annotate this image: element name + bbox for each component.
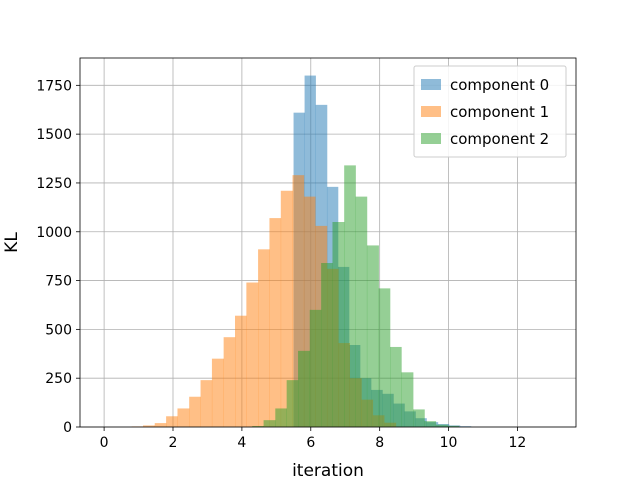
y-tick-label: 250 bbox=[45, 371, 72, 387]
x-tick-label: 12 bbox=[509, 435, 527, 451]
legend-box bbox=[413, 65, 567, 158]
y-tick-label: 500 bbox=[45, 322, 72, 338]
histogram-bar-component-1 bbox=[292, 175, 305, 427]
histogram-bar-component-1 bbox=[235, 315, 247, 427]
histogram-bar-component-1 bbox=[258, 249, 270, 427]
histogram-bar-component-2 bbox=[435, 424, 448, 427]
legend-label: component 2 bbox=[450, 130, 549, 148]
histogram-bar-component-1 bbox=[143, 425, 156, 427]
histogram-bar-component-1 bbox=[223, 337, 236, 427]
histogram-bar-component-1 bbox=[269, 218, 282, 427]
y-tick-label: 1250 bbox=[36, 176, 72, 192]
axis-ticks: 0 2 4 6 8 10 12 0 250 500 750 1000 1250 1500 1750 bbox=[36, 78, 526, 451]
histogram-bar-component-2 bbox=[424, 421, 437, 427]
y-tick-label: 1500 bbox=[36, 127, 72, 143]
x-tick-label: 2 bbox=[169, 435, 178, 451]
x-tick-label: 6 bbox=[306, 435, 315, 451]
histogram-bar-component-1 bbox=[280, 190, 293, 427]
legend: component 0 component 1 component 2 bbox=[413, 65, 567, 158]
histogram-bar-component-1 bbox=[303, 196, 316, 427]
histogram-bar-component-2 bbox=[413, 409, 425, 427]
histogram-bar-component-2 bbox=[390, 346, 402, 427]
histogram-bar-component-2 bbox=[447, 425, 460, 427]
histogram-bar-component-1 bbox=[177, 408, 190, 427]
histogram-bar-component-2 bbox=[321, 263, 333, 427]
histogram-bar-component-2 bbox=[344, 165, 356, 427]
histogram-bar-component-2 bbox=[309, 309, 322, 427]
x-tick-label: 8 bbox=[375, 435, 384, 451]
y-tick-label: 750 bbox=[45, 274, 72, 290]
histogram-bar-component-2 bbox=[366, 245, 379, 427]
y-tick-label: 1000 bbox=[36, 225, 72, 241]
x-tick-label: 0 bbox=[100, 435, 109, 451]
histogram-bar-component-2 bbox=[401, 372, 414, 427]
y-axis-label: KL bbox=[2, 232, 22, 253]
histogram-bar-component-2 bbox=[298, 350, 311, 427]
histogram-bar-component-1 bbox=[189, 396, 201, 427]
legend-swatch bbox=[421, 133, 441, 144]
y-tick-label: 0 bbox=[63, 420, 72, 436]
x-tick-label: 10 bbox=[440, 435, 458, 451]
y-tick-label: 1750 bbox=[36, 78, 72, 94]
histogram-bar-component-2 bbox=[275, 408, 287, 427]
histogram-bar-component-1 bbox=[211, 358, 224, 427]
plot-frame bbox=[79, 57, 577, 428]
legend-swatch bbox=[421, 79, 441, 90]
legend-swatch bbox=[421, 106, 441, 117]
histogram-bar-component-1 bbox=[200, 380, 213, 427]
bars bbox=[131, 75, 472, 428]
histogram-bar-component-2 bbox=[263, 420, 276, 427]
histogram-bar-component-2 bbox=[252, 426, 264, 427]
histogram-bar-component-2 bbox=[378, 288, 391, 427]
histogram-bar-component-1 bbox=[166, 416, 178, 427]
histogram-bar-component-1 bbox=[154, 423, 167, 427]
histogram-bar-component-2 bbox=[332, 222, 345, 427]
legend-label: component 1 bbox=[450, 103, 549, 121]
histogram-bar-component-2 bbox=[286, 380, 299, 427]
legend-label: component 0 bbox=[450, 76, 549, 94]
histogram-bar-component-2 bbox=[355, 196, 368, 427]
x-axis-label: iteration bbox=[292, 461, 364, 480]
x-tick-label: 4 bbox=[237, 435, 246, 451]
histogram-bar-component-1 bbox=[246, 282, 259, 427]
